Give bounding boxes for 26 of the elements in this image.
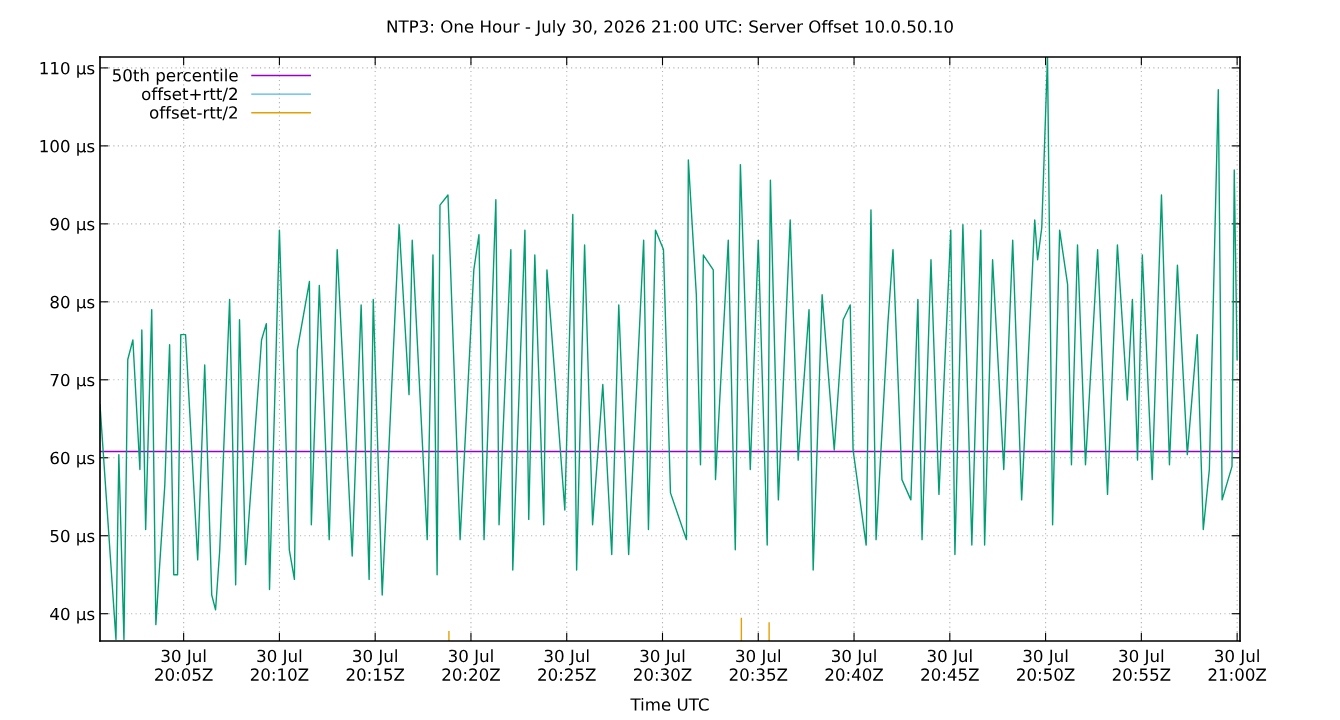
y-tick-label: 70 µs	[50, 373, 95, 390]
y-tick-label: 60 µs	[50, 451, 95, 468]
x-tick-label: 30 Jul 21:00Z	[1208, 649, 1267, 681]
x-tick-label: 30 Jul 20:40Z	[825, 649, 884, 681]
x-tick-label: 30 Jul 20:15Z	[346, 649, 405, 681]
y-tick-label: 110 µs	[40, 61, 95, 78]
x-tick-label: 30 Jul 20:20Z	[442, 649, 500, 681]
x-axis-title: Time UTC	[630, 697, 709, 711]
x-tick-label: 30 Jul 20:55Z	[1112, 649, 1171, 681]
x-tick-label: 30 Jul 20:35Z	[729, 649, 788, 681]
x-tick-label: 30 Jul 20:45Z	[921, 649, 979, 681]
chart-title: NTP3: One Hour - July 30, 2026 21:00 UTC: Server Offset 10.0.50.10	[387, 19, 953, 37]
x-tick-label: 30 Jul 20:25Z	[538, 649, 596, 681]
y-tick-label: 80 µs	[50, 295, 95, 312]
x-tick-label: 30 Jul 20:30Z	[634, 649, 692, 681]
y-tick-label: 40 µs	[50, 607, 95, 624]
y-tick-label: 90 µs	[50, 217, 95, 234]
y-tick-label: 50 µs	[50, 529, 95, 546]
legend-label: offset+rtt/2	[142, 87, 237, 102]
y-tick-label: 100 µs	[40, 139, 95, 156]
x-tick-label: 30 Jul 20:50Z	[1017, 649, 1075, 681]
legend-label: 50th percentile	[112, 68, 238, 85]
legend-label: offset-rtt/2	[149, 105, 237, 121]
x-tick-label: 30 Jul 20:05Z	[155, 649, 213, 681]
x-tick-label: 30 Jul 20:10Z	[250, 649, 309, 681]
line-series	[100, 57, 1238, 641]
